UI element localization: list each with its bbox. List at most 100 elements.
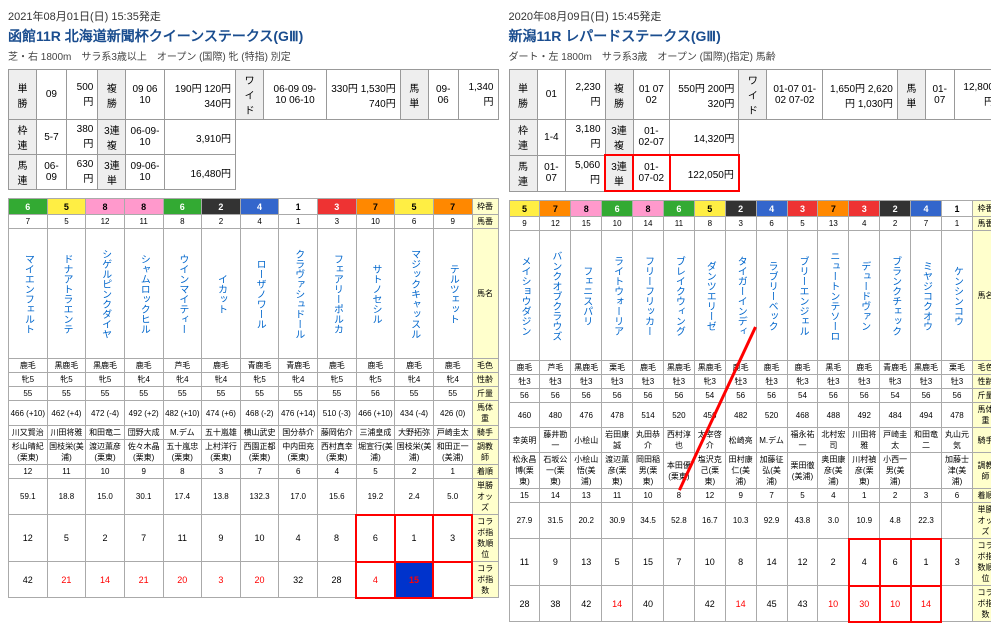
horse-name[interactable]: ブリーエンジェル bbox=[787, 231, 818, 361]
payout-combo: 01-07 bbox=[537, 155, 566, 191]
horse-name[interactable]: ダンツエリーゼ bbox=[694, 231, 725, 361]
cell-odds: 5.0 bbox=[433, 479, 472, 515]
cell-jk: 三浦皇成 bbox=[356, 426, 395, 440]
collab-rank: 3 bbox=[433, 515, 472, 562]
cell-pop: 12 bbox=[9, 465, 48, 479]
payout-amount: 630円 bbox=[66, 155, 97, 190]
frame-num: 3 bbox=[849, 201, 880, 217]
horse-name[interactable]: ドナアトラエンテ bbox=[47, 229, 86, 359]
horse-name[interactable]: ブランクチェック bbox=[880, 231, 911, 361]
horse-num: 5 bbox=[787, 217, 818, 231]
cell-wt: 56 bbox=[725, 389, 756, 403]
cell-wt: 56 bbox=[911, 389, 942, 403]
cell-wt: 56 bbox=[509, 389, 540, 403]
horse-name[interactable]: マジックキャッスル bbox=[395, 229, 434, 359]
hdr-jk: 騎手 bbox=[973, 428, 991, 453]
hdr-num: 馬番 bbox=[973, 217, 991, 231]
horse-num: 8 bbox=[163, 215, 202, 229]
cell-odds: 4.8 bbox=[880, 503, 911, 539]
collab-rank: 9 bbox=[202, 515, 241, 562]
cell-wt: 55 bbox=[124, 387, 163, 401]
cell-jk: 和田竜二 bbox=[86, 426, 125, 440]
cell-wt: 56 bbox=[941, 389, 972, 403]
cell-coat: 芦毛 bbox=[540, 361, 571, 375]
cell-wt: 55 bbox=[202, 387, 241, 401]
cell-sex: 牝4 bbox=[163, 373, 202, 387]
frame-num: 6 bbox=[663, 201, 694, 217]
cell-tr: 塩沢克己(栗東) bbox=[694, 453, 725, 489]
horse-num: 10 bbox=[602, 217, 633, 231]
horse-name[interactable]: シゲルピンクダイヤ bbox=[86, 229, 125, 359]
horse-name[interactable]: タイガーインディ bbox=[725, 231, 756, 361]
collab-idx: 10 bbox=[880, 586, 911, 622]
cell-pop: 14 bbox=[540, 489, 571, 503]
cell-bw: 520 bbox=[756, 403, 787, 428]
collab-rank: 13 bbox=[571, 539, 602, 586]
cell-coat: 鹿毛 bbox=[9, 359, 48, 373]
collab-idx: 28 bbox=[318, 562, 357, 598]
frame-num: 7 bbox=[356, 199, 395, 215]
horse-name[interactable]: フリーフリッカー bbox=[633, 231, 664, 361]
frame-num: 8 bbox=[571, 201, 602, 217]
horse-num: 7 bbox=[911, 217, 942, 231]
collab-rank: 4 bbox=[279, 515, 318, 562]
horse-name[interactable]: ローザノワール bbox=[240, 229, 279, 359]
horse-name[interactable]: ニュートンテソーロ bbox=[818, 231, 849, 361]
cell-coat: 鹿毛 bbox=[433, 359, 472, 373]
cell-tr: 小西一男(美浦) bbox=[880, 453, 911, 489]
horse-name[interactable]: バンクオブクラウズ bbox=[540, 231, 571, 361]
payout-label: 複勝 bbox=[98, 70, 126, 120]
horse-name[interactable]: ラブリーベック bbox=[756, 231, 787, 361]
cell-jk: 藤井勘一 bbox=[540, 428, 571, 453]
collab-rank: 10 bbox=[240, 515, 279, 562]
cell-tr: 川村禎彦(栗東) bbox=[849, 453, 880, 489]
horse-num: 11 bbox=[124, 215, 163, 229]
cell-bw: 468 bbox=[787, 403, 818, 428]
horse-name[interactable]: ケンシンコウ bbox=[941, 231, 972, 361]
cell-sex: 牡3 bbox=[818, 375, 849, 389]
horse-name[interactable]: フェニスパリ bbox=[571, 231, 602, 361]
cell-jk: M.デム bbox=[163, 426, 202, 440]
cell-jk: 岩田康誠 bbox=[602, 428, 633, 453]
cell-jk: 丸田恭介 bbox=[633, 428, 664, 453]
cell-pop: 13 bbox=[571, 489, 602, 503]
cell-jk: 丸山元気 bbox=[941, 428, 972, 453]
horse-name[interactable]: サトノセシル bbox=[356, 229, 395, 359]
cell-pop: 4 bbox=[818, 489, 849, 503]
horse-name[interactable]: フェアリーポルカ bbox=[318, 229, 357, 359]
horse-name[interactable]: ブレイクウィング bbox=[663, 231, 694, 361]
horse-name[interactable]: テルツェット bbox=[433, 229, 472, 359]
cell-bw: 468 (-2) bbox=[240, 401, 279, 426]
collab-idx: 42 bbox=[571, 586, 602, 622]
horse-name[interactable]: ウインマイティー bbox=[163, 229, 202, 359]
horse-num: 14 bbox=[633, 217, 664, 231]
cell-pop: 10 bbox=[86, 465, 125, 479]
horse-name[interactable]: ライトウォーリア bbox=[602, 231, 633, 361]
payout-amount: 1,650円 2,620円 1,030円 bbox=[823, 70, 898, 120]
horse-name[interactable]: マイエンフェルト bbox=[9, 229, 48, 359]
cell-pop: 9 bbox=[124, 465, 163, 479]
horse-name[interactable]: クラヴァシュドール bbox=[279, 229, 318, 359]
horse-name[interactable]: イカット bbox=[202, 229, 241, 359]
cell-coat: 黒鹿毛 bbox=[911, 361, 942, 375]
cell-tr: 佐々木晶(栗東) bbox=[124, 440, 163, 465]
horse-num: 12 bbox=[540, 217, 571, 231]
horse-name[interactable]: メイショウダジン bbox=[509, 231, 540, 361]
race-date: 2020年08月09日(日) 15:45発走 bbox=[509, 8, 991, 24]
hdr-frame: 枠番 bbox=[973, 201, 991, 217]
cell-jk: 小桧山 bbox=[571, 428, 602, 453]
horse-name[interactable]: デュードヴァン bbox=[849, 231, 880, 361]
cell-coat: 鹿毛 bbox=[395, 359, 434, 373]
hdr-coat: 毛色 bbox=[973, 361, 991, 375]
collab-rank: 1 bbox=[911, 539, 942, 586]
cell-odds: 132.3 bbox=[240, 479, 279, 515]
payout-amount: 14,320円 bbox=[670, 120, 739, 156]
horse-name[interactable]: シャムロックヒル bbox=[124, 229, 163, 359]
cell-tr: 西村真幸(栗東) bbox=[318, 440, 357, 465]
horse-name[interactable]: ミヤジコクオウ bbox=[911, 231, 942, 361]
collab-idx bbox=[433, 562, 472, 598]
cell-sex: 牡3 bbox=[540, 375, 571, 389]
cell-sex: 牝4 bbox=[395, 373, 434, 387]
payout-amount: 1,340円 bbox=[458, 70, 498, 120]
collab-rank: 7 bbox=[124, 515, 163, 562]
